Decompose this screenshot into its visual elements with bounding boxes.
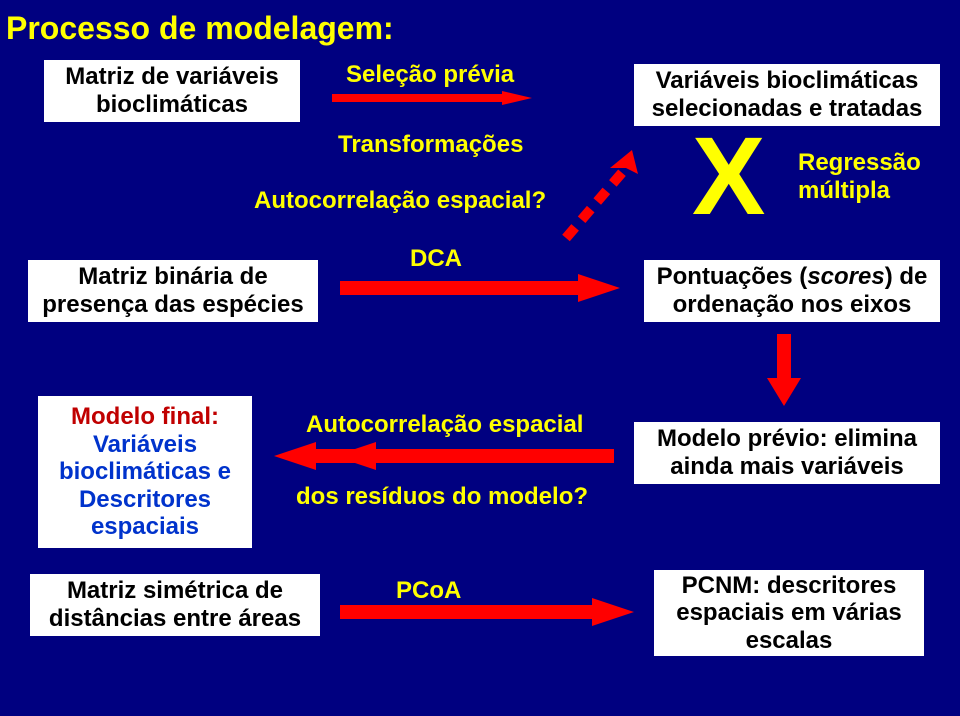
b8-l2: espaciais em várias bbox=[676, 599, 902, 626]
y1: Seleção prévia bbox=[346, 61, 514, 88]
ytext-selecao: Seleção prévia bbox=[346, 62, 514, 88]
ytext-regressao: Regressão bbox=[798, 150, 921, 176]
y9: múltipla bbox=[798, 177, 890, 204]
b4-l2: distâncias entre áreas bbox=[49, 605, 301, 632]
ytext-dca: DCA bbox=[410, 246, 462, 272]
b6-post: ) de bbox=[885, 263, 928, 290]
b1-l1: Matriz de variáveis bbox=[65, 63, 278, 90]
b8-l1: PCNM: descritores bbox=[682, 572, 897, 599]
arrow-dca-icon bbox=[340, 274, 620, 302]
b3-l2: bioclimáticas e bbox=[59, 458, 231, 485]
b7-l2: ainda mais variáveis bbox=[670, 453, 903, 480]
ytext-autocorr2: Autocorrelação espacial bbox=[306, 412, 583, 438]
b1-l2: bioclimáticas bbox=[96, 91, 248, 118]
b2-l2: presença das espécies bbox=[42, 291, 304, 318]
arrow-residuos-icon-2 bbox=[274, 442, 614, 470]
arrow-pcoa-icon bbox=[340, 598, 634, 626]
y8: Regressão bbox=[798, 149, 921, 176]
b6-pre: Pontuações ( bbox=[657, 263, 808, 290]
box-matriz-variaveis: Matriz de variáveis bioclimáticas bbox=[44, 60, 300, 122]
box-matriz-binaria: Matriz binária de presença das espécies bbox=[28, 260, 318, 322]
y4: DCA bbox=[410, 245, 462, 272]
b3-l3: Descritores bbox=[79, 486, 211, 513]
b6-it: scores bbox=[807, 263, 884, 290]
box-pcnm: PCNM: descritores espaciais em várias es… bbox=[654, 570, 924, 656]
y6: dos resíduos do modelo? bbox=[296, 483, 588, 510]
b2-l1: Matriz binária de bbox=[78, 263, 267, 290]
big-x: X bbox=[692, 122, 765, 232]
ytext-autocorr1: Autocorrelação espacial? bbox=[254, 188, 546, 214]
b3-pre: Modelo final: bbox=[71, 403, 219, 430]
b3-l1: Variáveis bbox=[93, 431, 197, 458]
b4-l1: Matriz simétrica de bbox=[67, 577, 283, 604]
page-title: Processo de modelagem: bbox=[6, 10, 394, 47]
b5-l1: Variáveis bioclimáticas bbox=[656, 67, 919, 94]
y3: Autocorrelação espacial? bbox=[254, 187, 546, 214]
title-text: Processo de modelagem: bbox=[6, 10, 394, 46]
b8-l3: escalas bbox=[746, 627, 833, 654]
b7-l1: Modelo prévio: elimina bbox=[657, 425, 917, 452]
b3-l4: espaciais bbox=[91, 513, 199, 540]
box-variaveis-selec: Variáveis bioclimáticas selecionadas e t… bbox=[634, 64, 940, 126]
arrow-down-icon bbox=[767, 334, 801, 406]
box-modelo-previo: Modelo prévio: elimina ainda mais variáv… bbox=[634, 422, 940, 484]
bigx-text: X bbox=[692, 115, 765, 238]
y5: Autocorrelação espacial bbox=[306, 411, 583, 438]
box-modelo-final: Modelo final: Variáveis bioclimáticas e … bbox=[38, 396, 252, 548]
arrow-dashed-icon bbox=[560, 150, 650, 244]
ytext-transf: Transformações bbox=[338, 132, 523, 158]
b6-l2: ordenação nos eixos bbox=[673, 291, 912, 318]
ytext-multipla: múltipla bbox=[798, 178, 890, 204]
ytext-residuos: dos resíduos do modelo? bbox=[296, 484, 588, 510]
box-matriz-simetrica: Matriz simétrica de distâncias entre áre… bbox=[30, 574, 320, 636]
box-pontuacoes: Pontuações (scores) de ordenação nos eix… bbox=[644, 260, 940, 322]
y2: Transformações bbox=[338, 131, 523, 158]
arrow-selecao-icon bbox=[332, 91, 532, 105]
